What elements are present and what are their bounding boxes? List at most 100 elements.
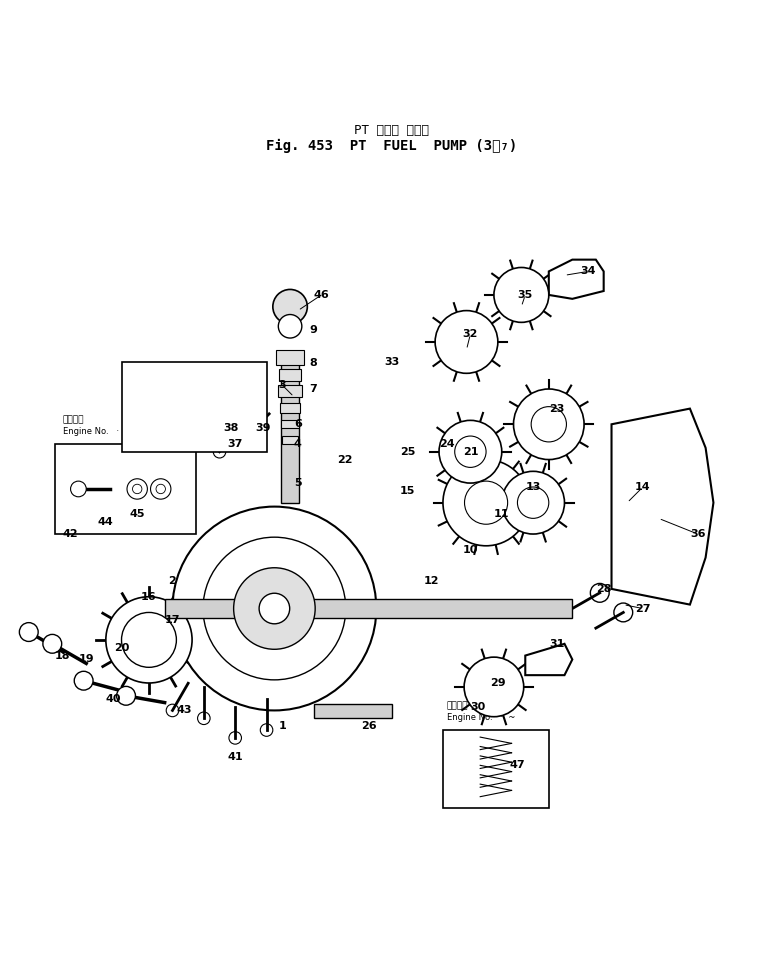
Circle shape (74, 671, 93, 691)
Text: 39: 39 (255, 423, 270, 433)
Text: 45: 45 (129, 509, 145, 519)
Circle shape (229, 731, 241, 744)
Text: 27: 27 (635, 604, 651, 614)
Circle shape (20, 622, 38, 642)
Bar (281, 421, 299, 429)
Text: 8: 8 (310, 358, 318, 368)
Text: 20: 20 (114, 643, 129, 653)
Bar (278, 385, 302, 396)
Circle shape (278, 315, 302, 338)
Bar (276, 350, 303, 365)
Text: 46: 46 (314, 290, 329, 300)
Text: Engine No.   ·  ~: Engine No. · ~ (63, 427, 131, 436)
Text: 14: 14 (635, 482, 651, 492)
Circle shape (494, 268, 549, 322)
Circle shape (502, 471, 564, 534)
Text: 12: 12 (423, 576, 439, 586)
Circle shape (43, 634, 62, 654)
Text: 11: 11 (494, 509, 510, 519)
Text: 10: 10 (463, 544, 478, 555)
Text: 9: 9 (310, 325, 318, 335)
Circle shape (122, 613, 176, 667)
Circle shape (117, 687, 136, 705)
Circle shape (127, 479, 147, 499)
Text: 26: 26 (361, 721, 376, 731)
Text: 42: 42 (63, 529, 78, 539)
Bar (122, 361, 267, 452)
Circle shape (464, 481, 508, 524)
Circle shape (435, 311, 498, 373)
Circle shape (259, 593, 289, 623)
Bar (314, 704, 392, 718)
Text: 15: 15 (400, 486, 416, 496)
Circle shape (273, 289, 307, 324)
Text: PT フェル ポンプ: PT フェル ポンプ (354, 124, 430, 136)
Circle shape (514, 389, 584, 460)
Text: 40: 40 (106, 693, 122, 703)
Circle shape (213, 445, 226, 458)
Text: 3: 3 (278, 380, 286, 390)
Text: 33: 33 (384, 356, 400, 366)
Text: 36: 36 (690, 529, 706, 539)
Text: 6: 6 (294, 419, 302, 430)
Text: 24: 24 (439, 439, 455, 449)
Bar (443, 730, 549, 808)
Circle shape (225, 437, 238, 450)
Circle shape (106, 597, 192, 683)
Text: 29: 29 (490, 678, 506, 688)
Text: 47: 47 (510, 761, 525, 770)
Text: 5: 5 (294, 478, 302, 488)
Text: 13: 13 (525, 482, 541, 492)
Text: 2: 2 (169, 576, 176, 586)
Circle shape (234, 568, 315, 650)
Text: 23: 23 (549, 403, 564, 414)
Polygon shape (612, 409, 713, 605)
Text: Engine No.   ·  ~: Engine No. · ~ (447, 713, 515, 722)
Circle shape (517, 487, 549, 518)
Text: 19: 19 (78, 655, 94, 664)
Text: 38: 38 (223, 423, 239, 433)
Circle shape (132, 484, 142, 494)
Text: 7: 7 (310, 384, 318, 394)
Circle shape (443, 460, 529, 545)
Text: 17: 17 (165, 616, 180, 625)
Bar (281, 361, 299, 503)
Polygon shape (549, 260, 604, 299)
Circle shape (260, 724, 273, 736)
Circle shape (203, 538, 346, 680)
Circle shape (71, 481, 86, 497)
Circle shape (455, 436, 486, 468)
Text: 32: 32 (463, 329, 478, 339)
Text: 適用号等: 適用号等 (447, 701, 468, 710)
Circle shape (198, 712, 210, 725)
Circle shape (172, 506, 376, 710)
Polygon shape (525, 644, 572, 675)
Text: 30: 30 (470, 701, 486, 712)
Circle shape (166, 704, 179, 717)
Text: 25: 25 (400, 447, 416, 457)
Text: 1: 1 (278, 721, 286, 731)
Circle shape (156, 484, 165, 494)
Text: 適用号等: 適用号等 (63, 415, 84, 425)
Text: 43: 43 (176, 705, 192, 716)
Text: 22: 22 (337, 455, 353, 465)
Text: Fig. 453  PT  FUEL  PUMP (3⁄₇): Fig. 453 PT FUEL PUMP (3⁄₇) (267, 139, 517, 153)
Bar (279, 369, 301, 381)
Circle shape (614, 603, 633, 621)
Text: 35: 35 (517, 290, 533, 300)
Text: 34: 34 (580, 267, 596, 277)
Bar (282, 436, 298, 444)
Circle shape (241, 430, 253, 442)
Bar (280, 403, 299, 413)
Text: 41: 41 (227, 753, 243, 763)
Text: 44: 44 (98, 517, 114, 527)
Text: 4: 4 (294, 439, 302, 449)
Circle shape (151, 479, 171, 499)
Circle shape (464, 657, 524, 717)
Text: 18: 18 (55, 651, 71, 660)
Bar (55, 444, 196, 534)
Circle shape (590, 583, 609, 602)
Text: 28: 28 (596, 584, 612, 594)
Circle shape (531, 406, 566, 442)
Text: 21: 21 (463, 447, 478, 457)
